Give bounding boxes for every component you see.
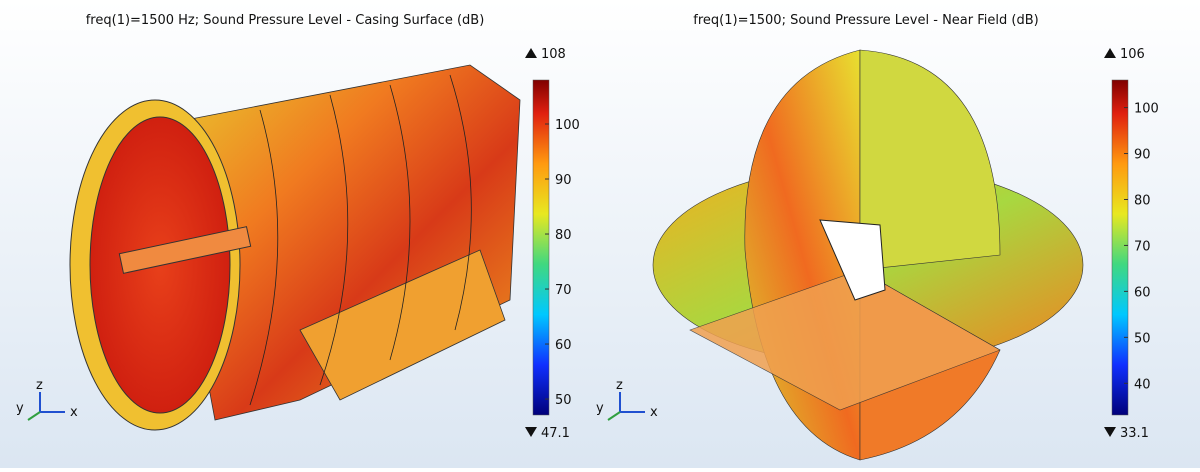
max-marker — [1104, 48, 1116, 58]
tick-label: 50 — [1134, 331, 1151, 346]
tick-label: 50 — [555, 393, 572, 408]
tick-label: 90 — [1134, 148, 1151, 163]
tick-label: 70 — [1134, 239, 1151, 254]
plot-title: freq(1)=1500 Hz; Sound Pressure Level - … — [86, 13, 485, 28]
axis-z-label: z — [616, 378, 623, 393]
tick-label: 100 — [555, 118, 580, 133]
axis-y-label: y — [596, 401, 604, 416]
min-marker — [525, 427, 537, 437]
casing-model — [69, 64, 521, 431]
axis-y — [607, 411, 621, 421]
tick-label: 100 — [1134, 102, 1159, 117]
tick-label: 70 — [555, 283, 572, 298]
axis-x-label: x — [650, 405, 658, 420]
tick-label: 60 — [1134, 285, 1151, 300]
color-bar — [1111, 79, 1129, 416]
plot-title: freq(1)=1500; Sound Pressure Level - Nea… — [693, 13, 1038, 28]
axis-x-label: x — [70, 405, 78, 420]
axis-y-label: y — [16, 401, 24, 416]
min-marker — [1104, 427, 1116, 437]
color-bar-min: 47.1 — [541, 426, 570, 441]
tick-label: 80 — [1134, 193, 1151, 208]
tick-label: 80 — [555, 228, 572, 243]
tick-label: 60 — [555, 338, 572, 353]
color-bar — [532, 79, 550, 416]
axis-z-label: z — [36, 378, 43, 393]
near-field-model — [652, 49, 1084, 461]
color-bar-max: 108 — [541, 47, 566, 62]
axis-y — [27, 411, 41, 421]
color-bar-min: 33.1 — [1120, 426, 1149, 441]
max-marker — [525, 48, 537, 58]
color-bar-max: 106 — [1120, 47, 1145, 62]
tick-label: 90 — [555, 173, 572, 188]
tick-label: 40 — [1134, 377, 1151, 392]
